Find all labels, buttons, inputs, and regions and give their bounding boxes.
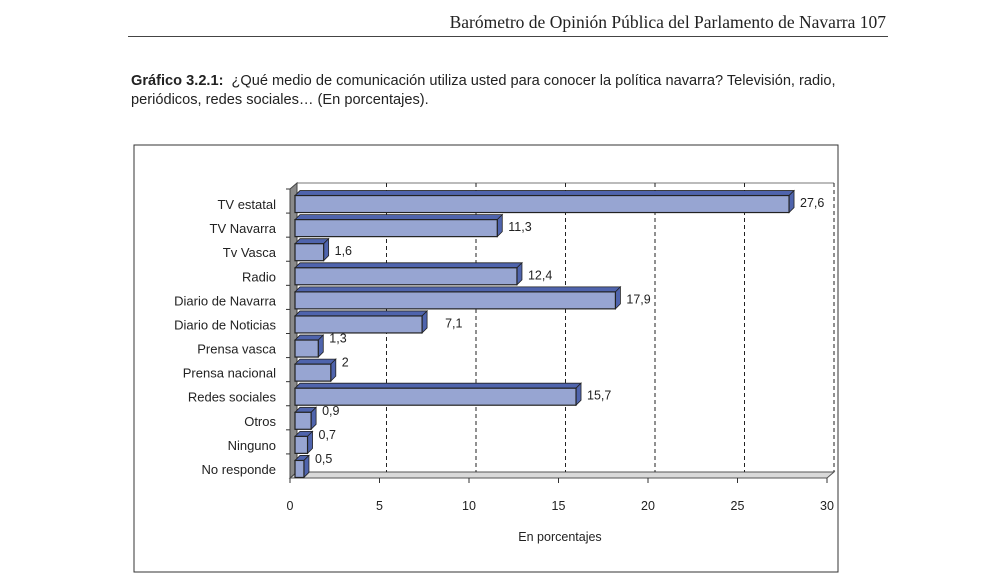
- chart-floor: [288, 471, 836, 479]
- data-label: 11,3: [508, 220, 531, 234]
- data-label: 0,5: [315, 452, 332, 466]
- category-label: TV Navarra: [210, 221, 277, 236]
- category-label: Redes sociales: [188, 390, 277, 405]
- bar: [294, 194, 790, 214]
- figure-caption: Gráfico 3.2.1: ¿Qué medio de comunicación…: [131, 72, 891, 110]
- bar: [294, 267, 518, 286]
- data-label: 17,9: [626, 292, 650, 306]
- data-label: 27,6: [800, 196, 824, 210]
- x-tick-label: 30: [820, 499, 834, 513]
- data-label: 12,4: [528, 268, 552, 282]
- bar: [294, 459, 305, 479]
- category-label: Tv Vasca: [223, 245, 277, 260]
- bar-top: [294, 262, 523, 269]
- x-tick-label: 20: [641, 499, 655, 513]
- data-label: 7,1: [445, 316, 462, 330]
- bar-top: [294, 358, 337, 365]
- bar: [294, 387, 577, 406]
- caption-label: Gráfico 3.2.1:: [131, 73, 224, 89]
- bar: [294, 315, 423, 334]
- category-label: Radio: [242, 269, 276, 284]
- bar-top: [294, 286, 622, 293]
- data-label: 0,9: [322, 404, 339, 418]
- data-label: 1,3: [329, 332, 346, 346]
- bar-top: [294, 382, 582, 389]
- bar: [294, 291, 617, 310]
- category-label: Diario de Noticias: [174, 317, 276, 332]
- bar: [294, 339, 319, 358]
- page-header: Barómetro de Opinión Pública del Parlame…: [449, 12, 886, 32]
- bar: [294, 363, 332, 382]
- bar-top: [294, 190, 796, 196]
- bar: [294, 411, 312, 430]
- x-tick-label: 5: [376, 499, 383, 513]
- data-label: 1,6: [335, 244, 352, 258]
- x-tick-label: 0: [287, 499, 294, 513]
- data-label: 0,7: [319, 428, 336, 442]
- bar-top: [294, 238, 330, 245]
- bar: [294, 243, 325, 262]
- data-label: 15,7: [587, 389, 611, 403]
- x-tick-label: 10: [462, 499, 476, 513]
- caption-text: ¿Qué medio de comunicación utiliza usted…: [131, 73, 836, 108]
- category-label: Otros: [244, 414, 276, 429]
- category-label: Prensa vasca: [197, 342, 277, 357]
- x-tick-label: 25: [731, 499, 745, 513]
- bar-top: [294, 214, 504, 221]
- x-tick-label: 15: [552, 499, 566, 513]
- category-label: No responde: [202, 462, 276, 477]
- category-label: Prensa nacional: [183, 366, 276, 381]
- header-rule: [128, 36, 888, 37]
- category-label: Diario de Navarra: [174, 293, 277, 308]
- category-label: Ninguno: [228, 438, 276, 453]
- bar-top: [294, 310, 429, 317]
- bar: [294, 219, 498, 238]
- bar: [294, 435, 309, 454]
- data-label: 2: [342, 356, 349, 370]
- x-axis-label: En porcentajes: [518, 530, 601, 544]
- category-label: TV estatal: [217, 197, 276, 212]
